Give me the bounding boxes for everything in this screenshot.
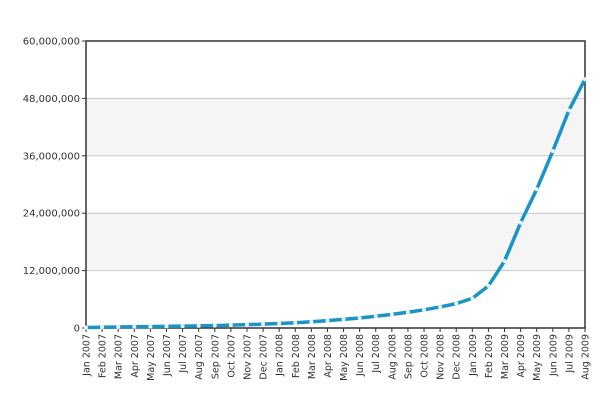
data-point (341, 317, 346, 322)
x-tick-label: Mar 2008 (307, 334, 318, 379)
data-point (100, 325, 105, 330)
x-tick-label: Nov 2007 (242, 334, 253, 380)
data-point (164, 324, 169, 329)
series-group (84, 77, 587, 330)
y-tick-label: 24,000,000 (23, 209, 80, 220)
plot-band (86, 98, 585, 156)
data-point (550, 149, 555, 154)
x-tick-label: Aug 2007 (194, 334, 205, 380)
data-point (244, 322, 249, 327)
x-tick-label: Dec 2007 (259, 334, 270, 380)
x-axis-ticks: Jan 2007 Feb 2007 Mar 2007 Apr 2007 May 2007… (82, 328, 592, 381)
x-tick-label: Apr 2008 (323, 334, 334, 378)
y-tick-label: 48,000,000 (23, 94, 80, 105)
data-point (389, 312, 394, 317)
x-tick-label: Mar 2009 (500, 334, 511, 379)
data-point (116, 325, 121, 330)
plot-band (86, 213, 585, 271)
data-point (470, 296, 475, 301)
x-tick-label: Mar 2007 (114, 334, 125, 379)
grid-lines (86, 97, 585, 272)
data-point (566, 108, 571, 113)
data-point (261, 322, 266, 327)
data-point (357, 315, 362, 320)
data-point (454, 301, 459, 306)
y-tick-label: 0 (74, 324, 80, 335)
x-tick-label: Aug 2009 (581, 334, 592, 380)
data-point (132, 324, 137, 329)
plot-frame (85, 40, 586, 329)
x-tick-label: Jun 2007 (162, 334, 173, 377)
x-tick-label: Jul 2009 (564, 334, 575, 374)
x-tick-label: Jun 2009 (548, 334, 559, 377)
data-point (502, 259, 507, 264)
data-point (422, 307, 427, 312)
x-tick-label: Apr 2009 (516, 334, 527, 378)
x-tick-label: May 2009 (532, 334, 543, 381)
data-point (277, 321, 282, 326)
data-point (148, 324, 153, 329)
data-point (212, 323, 217, 328)
data-point (309, 319, 314, 324)
data-point (196, 323, 201, 328)
x-tick-label: Feb 2009 (484, 334, 495, 378)
data-point (405, 310, 410, 315)
x-tick-label: Apr 2007 (130, 334, 141, 378)
data-point (486, 283, 491, 288)
data-point (228, 323, 233, 328)
x-tick-label: Feb 2008 (291, 334, 302, 378)
x-tick-label: Jul 2008 (371, 334, 382, 374)
x-tick-label: May 2007 (146, 334, 157, 381)
x-tick-label: Nov 2008 (436, 334, 447, 380)
y-tick-label: 60,000,000 (23, 37, 80, 48)
data-point (84, 325, 88, 330)
y-tick-label: 36,000,000 (23, 151, 80, 162)
series-line (84, 77, 587, 330)
data-point (583, 77, 587, 82)
y-axis-ticks: 0 12,000,000 24,000,000 36,000,000 48,000,00… (23, 37, 86, 335)
x-tick-label: May 2008 (339, 334, 350, 381)
x-tick-label: Sep 2008 (403, 334, 414, 379)
x-tick-label: Aug 2008 (387, 334, 398, 380)
x-tick-label: Sep 2007 (210, 334, 221, 379)
plot-bands (86, 98, 585, 271)
x-tick-label: Jan 2007 (82, 334, 93, 377)
x-tick-label: Oct 2008 (420, 334, 431, 378)
x-tick-label: Feb 2007 (98, 334, 109, 378)
data-point (534, 187, 539, 192)
x-tick-label: Dec 2008 (452, 334, 463, 380)
data-point (180, 324, 185, 329)
data-point (518, 220, 523, 225)
data-point (373, 314, 378, 319)
x-tick-label: Oct 2007 (226, 334, 237, 378)
x-tick-label: Jan 2008 (275, 334, 286, 377)
data-point (325, 318, 330, 323)
y-tick-label: 12,000,000 (23, 266, 80, 277)
x-tick-label: Jul 2007 (178, 334, 189, 374)
x-tick-label: Jun 2008 (355, 334, 366, 377)
data-point (438, 304, 443, 309)
data-point (293, 320, 298, 325)
x-tick-label: Jan 2009 (468, 334, 479, 377)
